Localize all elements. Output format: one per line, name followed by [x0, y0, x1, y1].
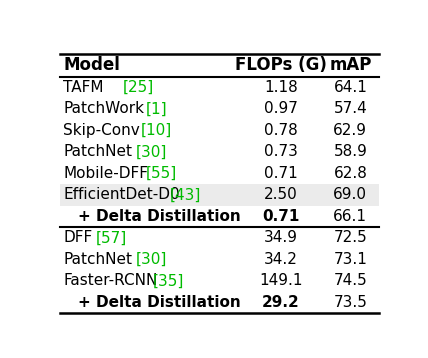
Text: 2.50: 2.50	[264, 187, 297, 202]
Text: mAP: mAP	[329, 56, 372, 74]
Text: [1]: [1]	[146, 101, 167, 116]
Text: [30]: [30]	[136, 144, 167, 159]
Text: 62.9: 62.9	[333, 123, 367, 138]
Text: + Delta Distillation: + Delta Distillation	[78, 209, 241, 224]
Text: 29.2: 29.2	[262, 295, 300, 310]
Text: Model: Model	[63, 56, 120, 74]
Text: 1.18: 1.18	[264, 80, 297, 95]
Text: [30]: [30]	[136, 252, 167, 267]
Text: [57]: [57]	[96, 230, 127, 245]
Text: TAFM: TAFM	[63, 80, 104, 95]
Text: [55]: [55]	[146, 166, 177, 181]
Text: + Delta Distillation: + Delta Distillation	[78, 295, 241, 310]
Text: 149.1: 149.1	[259, 274, 303, 288]
Text: 58.9: 58.9	[333, 144, 367, 159]
Text: 72.5: 72.5	[333, 230, 367, 245]
Text: 66.1: 66.1	[333, 209, 367, 224]
Text: [43]: [43]	[169, 187, 201, 202]
Text: Faster-RCNN: Faster-RCNN	[63, 274, 158, 288]
Text: 73.5: 73.5	[333, 295, 367, 310]
Text: EfficientDet-D0: EfficientDet-D0	[63, 187, 180, 202]
Text: DFF: DFF	[63, 230, 93, 245]
Text: 0.97: 0.97	[264, 101, 297, 116]
Text: PatchWork: PatchWork	[63, 101, 145, 116]
Text: 0.71: 0.71	[264, 166, 297, 181]
Text: 34.9: 34.9	[264, 230, 298, 245]
Text: 57.4: 57.4	[333, 101, 367, 116]
Text: [10]: [10]	[140, 123, 172, 138]
Text: PatchNet: PatchNet	[63, 144, 132, 159]
Text: 69.0: 69.0	[333, 187, 367, 202]
Text: [35]: [35]	[152, 274, 184, 288]
Text: [25]: [25]	[122, 80, 154, 95]
Text: FLOPs (G): FLOPs (G)	[235, 56, 327, 74]
Text: 64.1: 64.1	[333, 80, 367, 95]
Text: 0.71: 0.71	[262, 209, 300, 224]
Text: 0.78: 0.78	[264, 123, 297, 138]
Text: PatchNet: PatchNet	[63, 252, 132, 267]
Text: 34.2: 34.2	[264, 252, 297, 267]
Text: Skip-Conv: Skip-Conv	[63, 123, 140, 138]
Text: 73.1: 73.1	[333, 252, 367, 267]
Text: 62.8: 62.8	[333, 166, 367, 181]
Text: 74.5: 74.5	[333, 274, 367, 288]
Bar	[60, 184, 378, 205]
Text: Mobile-DFF: Mobile-DFF	[63, 166, 149, 181]
Text: 0.73: 0.73	[264, 144, 297, 159]
